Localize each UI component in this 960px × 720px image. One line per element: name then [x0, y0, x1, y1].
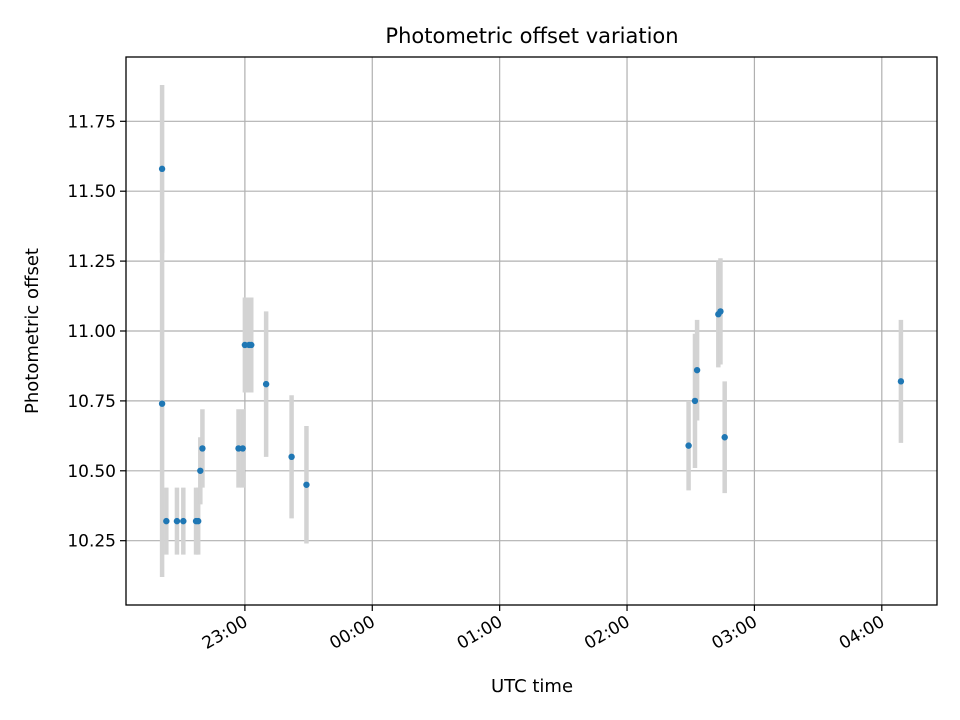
data-point — [199, 445, 206, 452]
ticks: 23:00 00:00 01:00 02:00 03:00 04:00 10.25 10.50… — [67, 112, 888, 654]
data-point — [163, 517, 170, 525]
x-tick-label: 03:00 — [708, 612, 760, 654]
data-point — [721, 434, 728, 441]
data-point — [685, 442, 692, 449]
data-points — [158, 165, 905, 525]
y-tick-label: 10.75 — [67, 392, 116, 412]
data-point — [262, 380, 270, 388]
y-tick-label: 10.25 — [67, 532, 116, 552]
x-tick-label: 23:00 — [199, 612, 251, 654]
x-axis-label: UTC time — [491, 676, 573, 697]
data-point — [693, 366, 701, 374]
data-point — [180, 517, 187, 525]
x-tick-label: 04:00 — [836, 612, 888, 654]
data-point — [248, 341, 255, 349]
data-point — [303, 481, 310, 488]
data-point — [194, 517, 202, 525]
data-point — [897, 378, 905, 385]
grid — [126, 57, 937, 605]
data-point — [717, 308, 724, 315]
x-tick-label: 01:00 — [454, 612, 506, 654]
data-point — [158, 400, 166, 407]
data-point — [173, 517, 181, 525]
y-tick-label: 11.50 — [67, 182, 116, 202]
y-tick-label: 11.25 — [67, 252, 116, 272]
data-point — [691, 397, 699, 405]
x-tick-label: 02:00 — [581, 612, 633, 654]
data-point — [288, 453, 295, 461]
y-tick-label: 10.50 — [67, 462, 116, 482]
data-point — [158, 165, 166, 173]
chart-title: Photometric offset variation — [385, 24, 678, 48]
y-axis-label: Photometric offset — [22, 248, 43, 414]
y-tick-label: 11.75 — [67, 112, 116, 132]
data-point — [197, 467, 204, 474]
x-tick-label: 00:00 — [326, 612, 378, 654]
data-point — [239, 445, 246, 452]
y-tick-label: 11.00 — [67, 322, 116, 342]
